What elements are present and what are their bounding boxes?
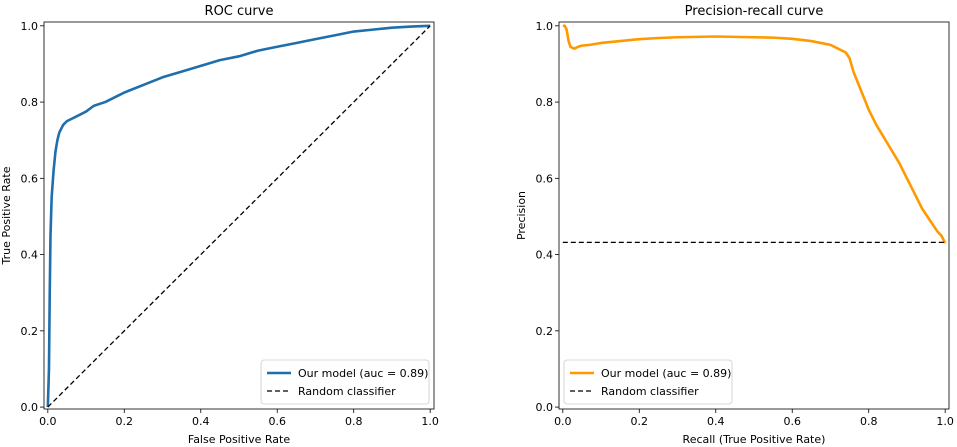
roc-xtick-label: 1.0 (421, 415, 439, 428)
pr-ytick-label: 0.2 (536, 325, 554, 338)
pr-xtick-label: 0.2 (631, 415, 649, 428)
pr-chart: Precision-recall curve 0.0 0.2 0.4 0.6 0.8 1.0… (515, 4, 954, 446)
pr-ytick-label: 0.4 (536, 249, 554, 262)
roc-xtick-label: 0.8 (345, 415, 363, 428)
pr-model-curve (562, 24, 947, 244)
pr-ytick-label: 0.6 (536, 172, 554, 185)
pr-plot-frame (558, 21, 950, 410)
roc-legend: Our model (auc = 0.89) Random classifier (260, 359, 430, 405)
pr-ytick-label: 0.8 (536, 96, 554, 109)
roc-ylabel: True Positive Rate (0, 166, 13, 265)
roc-xtick-label: 0.0 (39, 415, 57, 428)
roc-xtick-label: 0.4 (192, 415, 210, 428)
roc-ytick-label: 0.6 (21, 172, 39, 185)
pr-xtick-label: 1.0 (936, 415, 954, 428)
pr-ytick-label: 1.0 (536, 20, 554, 33)
roc-plot-frame (43, 21, 435, 410)
pr-legend: Our model (auc = 0.89) Random classifier (563, 359, 733, 405)
roc-ytick-label: 1.0 (21, 20, 39, 33)
roc-chart: ROC curve 0.0 0.2 0.4 0.6 0.8 1.0 0.0 0.2 0.4 0.6 0… (0, 4, 439, 446)
roc-xlabel: False Positive Rate (188, 433, 290, 446)
pr-xtick-label: 0.6 (783, 415, 801, 428)
pr-legend-box (563, 359, 733, 405)
pr-xlabel: Recall (True Positive Rate) (683, 433, 826, 446)
roc-legend-label: Our model (auc = 0.89) (298, 367, 428, 380)
roc-ytick-label: 0.0 (21, 401, 39, 414)
roc-ytick-label: 0.4 (21, 249, 39, 262)
pr-xtick-label: 0.4 (707, 415, 725, 428)
pr-xtick-label: 0.8 (860, 415, 878, 428)
pr-ytick-label: 0.0 (536, 401, 554, 414)
roc-title: ROC curve (205, 4, 274, 19)
roc-random-classifier-line (47, 25, 431, 408)
roc-legend-box (260, 359, 430, 405)
roc-ytick-label: 0.8 (21, 96, 39, 109)
roc-ytick-label: 0.2 (21, 325, 39, 338)
roc-xtick-label: 0.2 (116, 415, 134, 428)
pr-xtick-label: 0.0 (554, 415, 572, 428)
pr-ylabel: Precision (515, 191, 528, 240)
pr-legend-label: Random classifier (601, 385, 699, 398)
roc-xtick-label: 0.6 (268, 415, 286, 428)
pr-title: Precision-recall curve (685, 4, 824, 19)
pr-legend-label: Our model (auc = 0.89) (601, 367, 731, 380)
roc-model-curve (46, 24, 431, 408)
roc-legend-label: Random classifier (298, 385, 396, 398)
